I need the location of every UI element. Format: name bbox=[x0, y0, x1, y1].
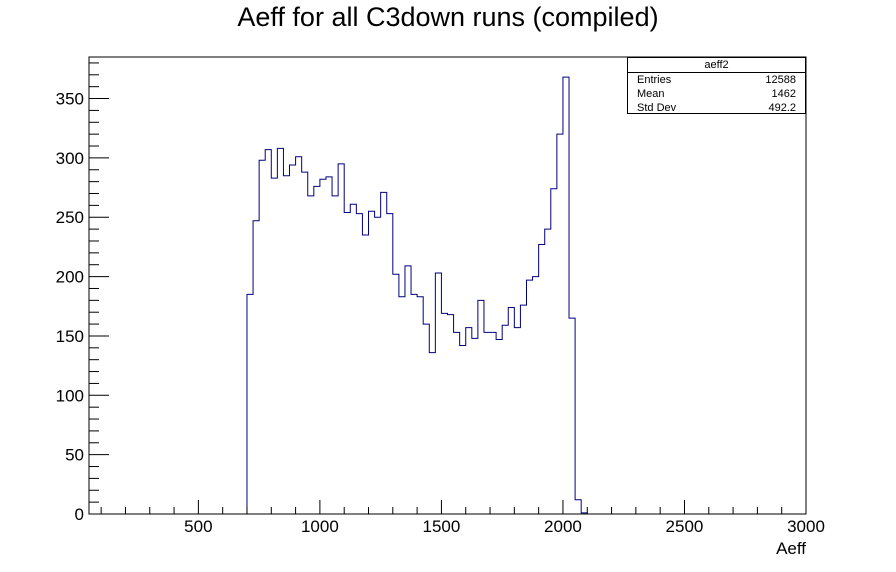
stats-box: aeff2 Entries 12588 Mean 1462 Std Dev 49… bbox=[627, 57, 806, 114]
stats-stddev-label: Std Dev bbox=[637, 102, 677, 114]
x-axis-label: Aeff bbox=[776, 539, 806, 558]
tick-labels: 500 1000 1500 2000 2500 3000 0 50 100 150 200 250 30… bbox=[56, 90, 825, 536]
histogram-bin bbox=[369, 211, 375, 514]
histogram-bin bbox=[496, 340, 502, 514]
histogram-marks bbox=[246, 76, 588, 514]
histogram-bin bbox=[575, 500, 581, 514]
histogram-bin bbox=[490, 332, 496, 514]
y-tick-label: 350 bbox=[56, 90, 84, 109]
histogram-bin bbox=[405, 266, 411, 514]
histogram-bin bbox=[466, 328, 472, 514]
histogram-bin bbox=[387, 214, 393, 514]
histogram-bin bbox=[539, 245, 545, 514]
chart-title: Aeff for all C3down runs (compiled) bbox=[237, 2, 659, 32]
histogram-bin bbox=[435, 273, 441, 514]
histogram-bin bbox=[356, 214, 362, 514]
histogram-bin bbox=[520, 305, 526, 514]
x-tick-label: 3000 bbox=[787, 517, 825, 536]
histogram-bin bbox=[545, 229, 551, 514]
x-tick-label: 500 bbox=[184, 517, 212, 536]
histogram-bin bbox=[338, 164, 344, 514]
x-tick-label: 1000 bbox=[301, 517, 339, 536]
histogram-line bbox=[246, 76, 588, 514]
histogram-bin bbox=[411, 294, 417, 514]
histogram-bin bbox=[314, 186, 320, 514]
histogram-bin bbox=[253, 221, 259, 514]
histogram-bin bbox=[514, 328, 520, 514]
y-tick-label: 50 bbox=[65, 446, 84, 465]
axes bbox=[88, 56, 807, 515]
histogram-bin bbox=[533, 277, 539, 514]
histogram-bin bbox=[551, 189, 557, 514]
histogram-bin bbox=[393, 274, 399, 514]
histogram-bin bbox=[448, 315, 454, 514]
histogram-bin bbox=[320, 179, 326, 514]
histogram-bin bbox=[350, 204, 356, 514]
histogram-bin bbox=[472, 338, 478, 514]
y-tick-label: 300 bbox=[56, 149, 84, 168]
histogram-bin bbox=[508, 307, 514, 514]
histogram-bin bbox=[277, 148, 283, 514]
y-tick-label: 100 bbox=[56, 386, 84, 405]
stats-row-stddev: Std Dev 492.2 bbox=[628, 101, 805, 115]
plot-frame bbox=[88, 56, 807, 515]
histogram-bin bbox=[259, 160, 265, 514]
histogram-bin bbox=[484, 332, 490, 514]
histogram-bin bbox=[454, 332, 460, 514]
histogram-bin bbox=[381, 192, 387, 514]
histogram-bin bbox=[362, 235, 368, 514]
histogram-bin bbox=[302, 172, 308, 514]
histogram-bin bbox=[502, 325, 508, 514]
x-tick-label: 2500 bbox=[666, 517, 704, 536]
histogram-bin bbox=[326, 177, 332, 514]
histogram-bin bbox=[375, 217, 381, 514]
histogram-bin bbox=[271, 178, 277, 514]
x-tick-label: 1500 bbox=[423, 517, 461, 536]
y-tick-label: 250 bbox=[56, 208, 84, 227]
histogram-bin bbox=[526, 280, 532, 514]
histogram-bin bbox=[417, 297, 423, 514]
x-tick-label: 2000 bbox=[544, 517, 582, 536]
histogram-bin bbox=[247, 294, 253, 514]
stats-mean-label: Mean bbox=[637, 88, 665, 100]
histogram-bin bbox=[296, 157, 302, 514]
y-tick-label: 0 bbox=[75, 505, 84, 524]
histogram-bin bbox=[563, 77, 569, 514]
stats-entries-value: 12588 bbox=[765, 74, 796, 86]
histogram-bin bbox=[478, 300, 484, 514]
y-tick-label: 150 bbox=[56, 327, 84, 346]
y-tick-label: 200 bbox=[56, 268, 84, 287]
stats-stddev-value: 492.2 bbox=[768, 102, 796, 114]
tick-marks bbox=[89, 62, 807, 515]
histogram-bin bbox=[460, 345, 466, 514]
histogram-bin bbox=[423, 324, 429, 514]
histogram-bin bbox=[441, 313, 447, 514]
histogram-bin bbox=[290, 165, 296, 514]
histogram-bin bbox=[569, 318, 575, 514]
histogram-bin bbox=[283, 176, 289, 514]
stats-row-mean: Mean 1462 bbox=[628, 87, 805, 101]
histogram-bin bbox=[429, 353, 435, 514]
stats-entries-label: Entries bbox=[637, 74, 672, 86]
histogram-bin bbox=[399, 297, 405, 514]
histogram-bin bbox=[265, 150, 271, 514]
histogram-bin bbox=[332, 196, 338, 514]
stats-row-entries: Entries 12588 bbox=[628, 73, 805, 87]
histogram-bin bbox=[344, 212, 350, 514]
histogram-bin bbox=[308, 196, 314, 514]
stats-mean-value: 1462 bbox=[771, 88, 796, 100]
histogram-bin bbox=[557, 134, 563, 514]
stats-box-title: aeff2 bbox=[628, 58, 805, 73]
